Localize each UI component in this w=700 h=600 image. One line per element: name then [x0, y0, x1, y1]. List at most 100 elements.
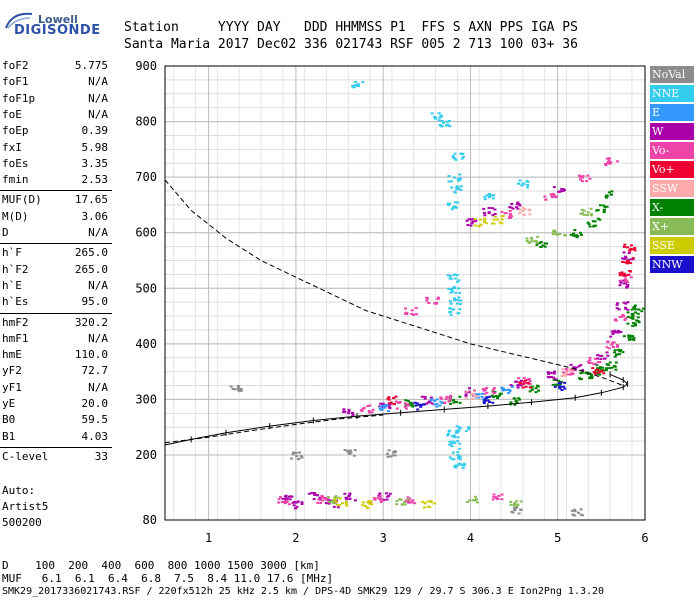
param-key: h`Es [2, 295, 29, 309]
echo-point [605, 194, 609, 197]
echo-point [450, 288, 454, 291]
echo-point [458, 178, 462, 181]
echo-point [541, 244, 545, 247]
echo-point [511, 207, 515, 210]
param-key: foEs [2, 156, 29, 170]
echo-point [453, 297, 457, 300]
echo-point [312, 498, 316, 501]
echo-point [427, 301, 431, 304]
echo-point [296, 500, 300, 503]
echo-point [492, 493, 496, 496]
echo-point [582, 213, 586, 216]
echo-point [596, 368, 600, 371]
echo-point [465, 500, 469, 503]
echo-point [521, 386, 525, 389]
echo-point [324, 502, 328, 505]
echo-point [579, 178, 583, 181]
echo-point [448, 396, 452, 399]
echo-point [563, 373, 567, 376]
echo-point [326, 496, 330, 499]
echo-point [406, 404, 410, 407]
echo-point [530, 239, 534, 242]
echo-point [614, 318, 618, 321]
echo-point [351, 411, 355, 414]
echo-point [593, 357, 597, 360]
echo-point [359, 409, 363, 412]
echo-point [626, 258, 630, 261]
echo-point [602, 210, 606, 213]
echo-point [613, 349, 617, 352]
echo-point [598, 366, 602, 369]
echo-point [521, 383, 525, 386]
echo-point [383, 406, 387, 409]
echo-point [524, 385, 528, 388]
echo-point [563, 381, 567, 384]
param-row: foF2 5.775 [2, 59, 108, 75]
echo-point [386, 452, 390, 455]
echo-point [615, 307, 619, 310]
echo-point [456, 280, 460, 283]
param-value: 95.0 [81, 295, 109, 309]
echo-point [449, 442, 453, 445]
echo-point [410, 312, 414, 315]
echo-point [587, 362, 591, 365]
echo-point [622, 301, 626, 304]
echo-point [458, 173, 462, 176]
echo-point [497, 394, 501, 397]
echo-point [517, 512, 521, 515]
echo-point [615, 345, 619, 348]
echo-point [465, 219, 469, 222]
param-key: h`E [2, 278, 22, 292]
echo-point [422, 506, 426, 509]
echo-point [534, 239, 538, 242]
echo-point [370, 503, 374, 506]
echo-point [631, 324, 635, 327]
echo-point [605, 205, 609, 208]
echo-point [626, 285, 630, 288]
echo-point [579, 231, 583, 234]
echo-point [388, 403, 392, 406]
echo-point [623, 280, 627, 283]
echo-point [457, 296, 461, 299]
echo-point [493, 215, 497, 218]
echo-point [522, 213, 526, 216]
echo-point [403, 405, 407, 408]
echo-point [558, 232, 562, 235]
echo-point [528, 390, 532, 393]
legend-item: X+ [650, 218, 694, 235]
echo-point [631, 258, 635, 261]
echo-point [280, 500, 284, 503]
echo-point [318, 496, 322, 499]
echo-point [453, 435, 457, 438]
echo-point [456, 201, 460, 204]
echo-point [236, 388, 240, 391]
distance-row: D 100 200 400 600 800 1000 1500 3000 [km… [2, 559, 320, 572]
echo-point [610, 343, 614, 346]
echo-point [520, 184, 524, 187]
echo-point [626, 301, 630, 304]
echo-point [382, 498, 386, 501]
echo-point [622, 245, 626, 248]
echo-point [496, 397, 500, 400]
echo-point [518, 204, 522, 207]
echo-point [521, 206, 525, 209]
echo-point [500, 210, 504, 213]
echo-point [423, 397, 427, 400]
echo-point [568, 368, 572, 371]
echo-point [509, 500, 513, 503]
echo-point [508, 210, 512, 213]
echo-point [334, 501, 338, 504]
echo-point [614, 361, 618, 364]
echo-point [451, 440, 455, 443]
param-value: 110.0 [74, 348, 108, 362]
echo-point [509, 206, 513, 209]
echo-point [613, 365, 617, 368]
echo-point [605, 351, 609, 354]
echo-point [387, 396, 391, 399]
echo-point [637, 321, 641, 324]
echo-point [363, 504, 367, 507]
echo-point [608, 162, 612, 165]
echo-point [411, 313, 415, 316]
echo-point [420, 395, 424, 398]
echo-point [549, 376, 553, 379]
